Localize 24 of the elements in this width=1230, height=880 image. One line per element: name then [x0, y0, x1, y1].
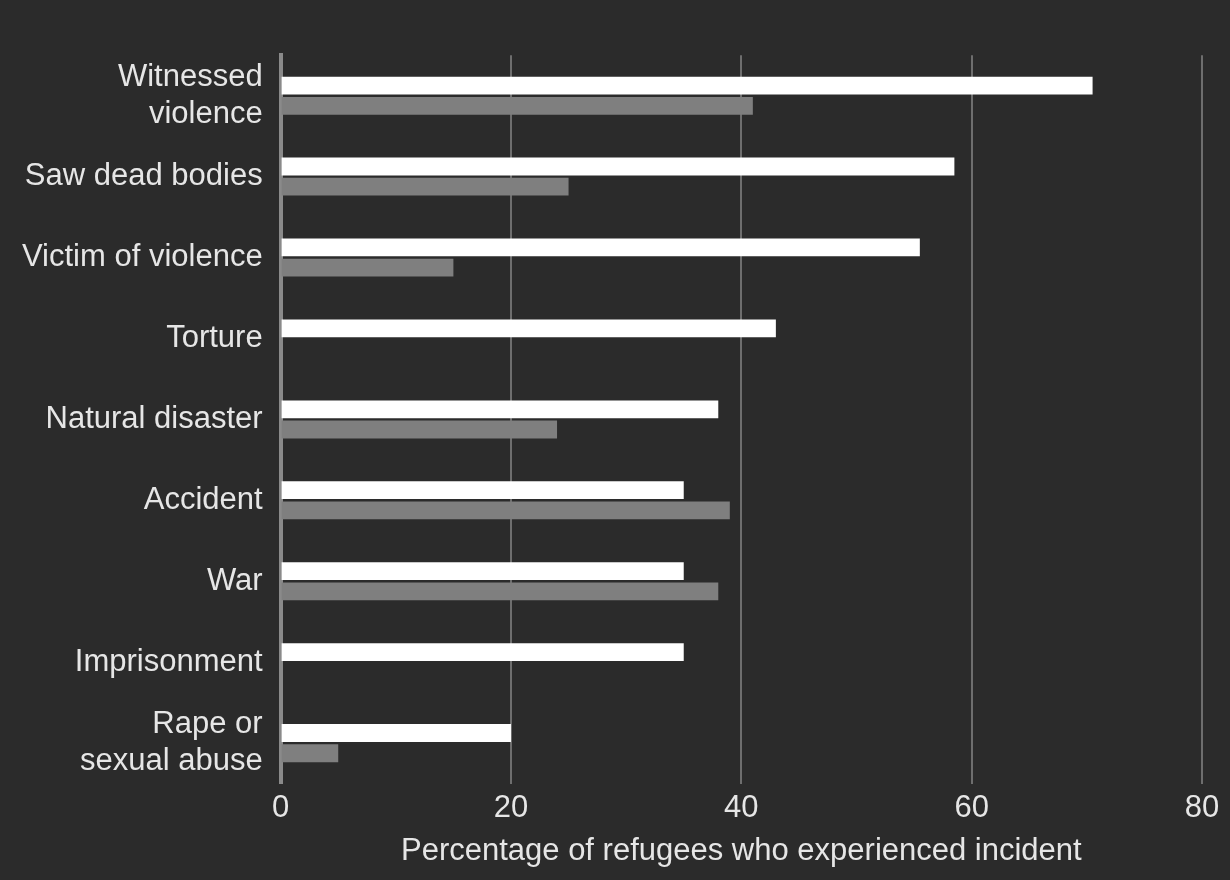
x-tick-label: 80 — [1184, 788, 1220, 824]
y-tick-label: Saw dead bodies — [24, 157, 263, 193]
bar — [281, 643, 684, 661]
y-tick-label: Rape or sexual abuse — [79, 705, 263, 778]
x-tick-label: 0 — [272, 788, 290, 824]
y-tick-label: Witnessed violence — [117, 57, 263, 130]
bar — [281, 724, 511, 742]
bar — [281, 562, 684, 581]
bar — [281, 400, 719, 419]
bar — [281, 238, 920, 257]
bar — [281, 76, 1093, 95]
bar — [281, 319, 776, 338]
y-tick-label: Imprisonment — [74, 642, 264, 678]
x-tick-label: 40 — [724, 788, 759, 824]
bar — [281, 157, 955, 176]
bar — [281, 481, 684, 500]
y-tick-label: Victim of violence — [21, 238, 263, 274]
y-tick-label: Accident — [143, 480, 264, 516]
x-axis-title: Percentage of refugees who experienced incident — [400, 831, 1083, 867]
y-tick-label: War — [206, 561, 263, 597]
y-tick-label: Natural disaster — [45, 399, 263, 435]
x-tick-label: 20 — [493, 788, 529, 824]
x-tick-label: 60 — [954, 788, 989, 824]
y-tick-label: Torture — [166, 319, 263, 355]
